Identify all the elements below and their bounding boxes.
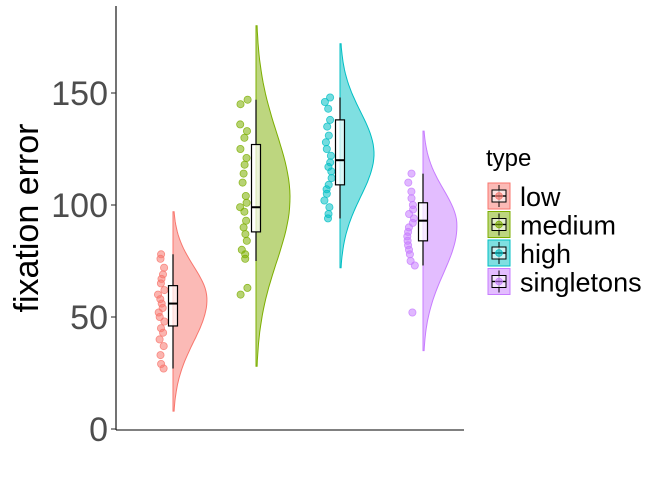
data-point bbox=[242, 216, 251, 225]
density-low bbox=[172, 211, 208, 412]
data-point bbox=[238, 178, 247, 187]
data-point bbox=[160, 286, 169, 295]
data-point bbox=[160, 317, 169, 326]
box bbox=[167, 285, 179, 327]
series-medium bbox=[236, 25, 291, 367]
box bbox=[334, 119, 346, 186]
data-point bbox=[240, 207, 249, 216]
legend-item-high: high bbox=[487, 239, 571, 269]
data-point bbox=[242, 236, 251, 245]
series-high bbox=[320, 43, 375, 269]
density-medium bbox=[255, 25, 291, 367]
data-point bbox=[236, 144, 245, 153]
legend-key-point bbox=[495, 277, 503, 286]
legend-label-medium: medium bbox=[520, 211, 616, 241]
data-point bbox=[236, 290, 245, 299]
data-point bbox=[327, 167, 336, 176]
legend-title: type bbox=[486, 145, 531, 172]
data-point bbox=[236, 100, 245, 109]
data-point bbox=[242, 198, 251, 207]
data-point bbox=[320, 98, 329, 107]
data-point bbox=[240, 133, 249, 142]
data-point bbox=[242, 127, 251, 136]
legend-label-low: low bbox=[520, 182, 561, 212]
data-point bbox=[408, 308, 417, 317]
density-high bbox=[339, 43, 375, 269]
data-point bbox=[321, 138, 330, 147]
data-point bbox=[325, 203, 334, 212]
data-point bbox=[159, 364, 168, 373]
data-point bbox=[407, 187, 416, 196]
data-point bbox=[160, 263, 169, 272]
legend-item-low: low bbox=[487, 182, 561, 212]
plot-panel bbox=[153, 25, 458, 412]
data-point bbox=[156, 279, 165, 288]
data-point bbox=[322, 144, 331, 153]
legend-label-high: high bbox=[520, 239, 571, 269]
series-low bbox=[153, 211, 208, 412]
data-point bbox=[324, 104, 333, 113]
data-point bbox=[323, 214, 332, 223]
data-point bbox=[156, 351, 165, 360]
legend-label-singletons: singletons bbox=[520, 268, 642, 298]
legend-key-point bbox=[495, 192, 503, 200]
data-point bbox=[407, 169, 416, 178]
data-point bbox=[326, 93, 335, 102]
y-tick-label: 0 bbox=[89, 411, 108, 449]
legend-key-point bbox=[495, 220, 503, 229]
data-point bbox=[159, 328, 168, 337]
y-tick-label: 150 bbox=[51, 75, 108, 113]
data-point bbox=[156, 254, 165, 263]
data-point bbox=[241, 230, 250, 239]
data-point bbox=[322, 189, 331, 198]
data-point bbox=[407, 194, 416, 203]
density-singletons bbox=[422, 130, 458, 352]
data-point bbox=[326, 115, 335, 124]
data-point bbox=[155, 335, 164, 344]
box bbox=[417, 202, 429, 242]
legend-item-medium: medium bbox=[487, 211, 616, 241]
data-point bbox=[323, 122, 332, 131]
data-point bbox=[410, 261, 419, 270]
y-axis: 0 50 100 150 bbox=[51, 6, 464, 449]
data-point bbox=[404, 178, 413, 187]
data-point bbox=[159, 342, 168, 351]
data-point bbox=[327, 174, 336, 183]
series-singletons bbox=[403, 130, 458, 352]
data-point bbox=[236, 120, 245, 129]
data-point bbox=[405, 250, 414, 259]
data-point bbox=[241, 254, 250, 263]
data-point bbox=[240, 160, 249, 169]
data-point bbox=[326, 151, 335, 160]
legend-item-singletons: singletons bbox=[487, 268, 642, 298]
y-axis-title: fixation error bbox=[8, 124, 46, 313]
data-point bbox=[239, 169, 248, 178]
data-point bbox=[243, 283, 252, 292]
y-tick-label: 100 bbox=[51, 187, 108, 225]
data-point bbox=[320, 196, 329, 205]
legend-key-point bbox=[495, 249, 503, 257]
data-point bbox=[324, 131, 333, 140]
data-point bbox=[239, 223, 248, 232]
y-tick-label: 50 bbox=[70, 299, 108, 337]
data-point bbox=[242, 153, 251, 162]
data-point bbox=[241, 191, 250, 200]
box bbox=[250, 143, 262, 233]
data-point bbox=[243, 95, 252, 104]
